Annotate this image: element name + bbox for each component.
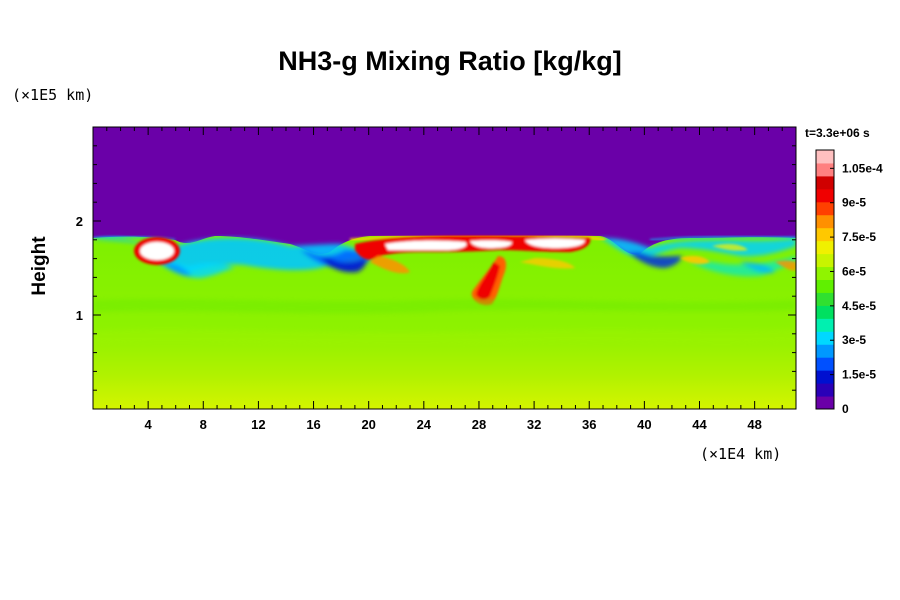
colorbar-label: 1.5e-5 — [842, 368, 876, 382]
lower-layer — [93, 236, 796, 409]
x-tick-label: 20 — [361, 417, 375, 432]
colorbar-swatch — [816, 162, 834, 177]
time-label: t=3.3e+06 s — [805, 126, 870, 140]
x-axis-unit: (×1E4 km) — [700, 445, 782, 463]
x-tick-label: 40 — [637, 417, 651, 432]
colorbar-swatch — [816, 227, 834, 242]
colorbar-swatch — [816, 188, 834, 203]
colorbar-swatch — [816, 344, 834, 358]
colorbar-swatch — [816, 318, 834, 332]
colorbar-label: 6e-5 — [842, 264, 866, 278]
transition-band — [93, 238, 796, 278]
colorbar-swatch — [816, 240, 834, 255]
colorbar-swatch — [816, 214, 834, 229]
colorbar-label: 7.5e-5 — [842, 230, 876, 244]
x-tick-label: 28 — [472, 417, 486, 432]
colorbar-frame — [815, 149, 835, 410]
colorbar-swatch — [816, 396, 834, 410]
y-tick-label: 2 — [76, 214, 83, 229]
colorbar-swatch — [816, 253, 834, 268]
colorbar-label: 1.05e-4 — [842, 161, 883, 175]
colorbar-swatch — [816, 357, 834, 371]
colorbar-swatch — [816, 370, 834, 384]
y-axis-unit: (×1E5 km) — [12, 86, 94, 104]
colorbar-label: 0 — [842, 402, 849, 416]
heatmap-field — [93, 127, 796, 409]
plot-frame — [92, 126, 797, 410]
colorbar-swatch — [816, 150, 834, 164]
x-tick-label: 44 — [692, 417, 707, 432]
chart-title: NH3-g Mixing Ratio [kg/kg] — [278, 46, 622, 76]
lower-layer-texture — [93, 298, 796, 346]
y-tick-label: 1 — [76, 308, 83, 323]
x-tick-label: 16 — [306, 417, 320, 432]
colorbar-swatch — [816, 279, 834, 293]
x-tick-label: 32 — [527, 417, 541, 432]
colorbar-swatch — [816, 266, 834, 280]
x-tick-label: 48 — [747, 417, 761, 432]
x-tick-label: 12 — [251, 417, 265, 432]
colorbar-swatch — [816, 383, 834, 397]
colorbar-swatch — [816, 305, 834, 319]
colorbar: 0 1.5e-5 3e-5 4.5e-5 6e-5 7.5e-5 9e-5 1.05e-4 — [815, 149, 883, 416]
x-axis-ticks: 4 8 12 16 20 24 28 32 36 40 44 48 — [106, 127, 783, 432]
colorbar-swatch — [816, 331, 834, 345]
x-tick-label: 4 — [145, 417, 153, 432]
x-tick-label: 24 — [417, 417, 432, 432]
colorbar-label: 4.5e-5 — [842, 299, 876, 313]
y-axis-ticks: 12 — [76, 145, 796, 391]
colorbar-swatch — [816, 292, 834, 306]
colorbar-label: 9e-5 — [842, 196, 866, 210]
colorbar-swatch — [816, 175, 834, 190]
x-tick-label: 8 — [200, 417, 207, 432]
colorbar-swatch — [816, 201, 834, 216]
x-tick-label: 36 — [582, 417, 596, 432]
high-value-plumes — [134, 236, 796, 306]
colorbar-label: 3e-5 — [842, 333, 866, 347]
